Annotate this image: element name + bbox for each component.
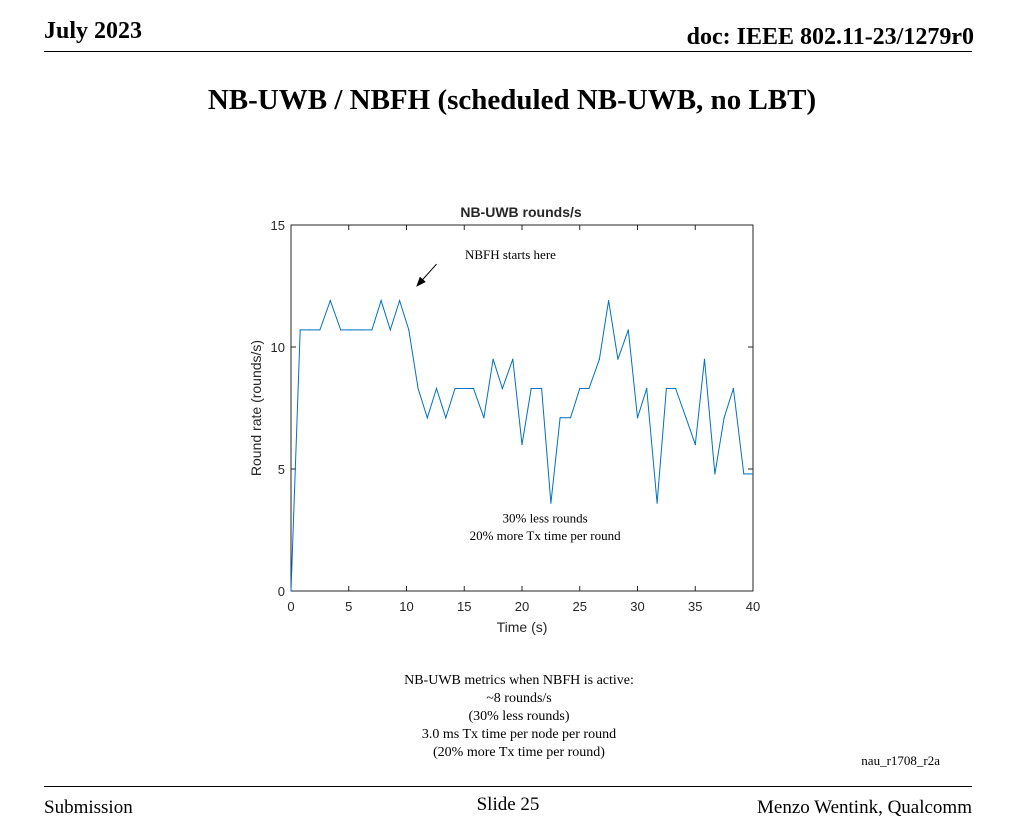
data-point xyxy=(694,444,696,446)
data-point xyxy=(454,387,456,390)
footer-submission: Submission xyxy=(44,797,133,818)
data-point xyxy=(569,417,572,419)
data-point xyxy=(636,417,639,419)
chart-annotation: 30% less rounds xyxy=(502,511,587,526)
chart-annotation: 20% more Tx time per round xyxy=(470,528,622,543)
x-tick-label: 0 xyxy=(287,599,294,614)
x-tick-label: 25 xyxy=(573,599,587,614)
data-point xyxy=(617,358,619,360)
header-date: July 2023 xyxy=(44,18,143,44)
data-point xyxy=(417,387,419,390)
data-point xyxy=(703,358,706,360)
data-point xyxy=(732,387,734,390)
data-point xyxy=(723,417,725,419)
y-axis-label: Round rate (rounds/s) xyxy=(248,340,264,476)
data-point xyxy=(492,358,494,360)
data-point xyxy=(408,329,410,331)
data-point xyxy=(435,387,438,390)
data-point xyxy=(714,473,716,475)
data-point xyxy=(541,387,543,390)
annotation-arrow xyxy=(416,263,437,287)
note-line: (30% less rounds) xyxy=(468,709,570,724)
data-point xyxy=(665,387,667,390)
data-point xyxy=(530,387,532,390)
data-point xyxy=(299,329,301,331)
x-tick-label: 35 xyxy=(688,599,702,614)
note-line: (20% more Tx time per round) xyxy=(433,745,605,760)
y-tick-label: 5 xyxy=(278,462,285,477)
footer-author: Menzo Wentink, Qualcomm xyxy=(757,797,972,818)
x-tick-label: 15 xyxy=(457,599,471,614)
data-point xyxy=(550,502,552,504)
note-line: 3.0 ms Tx time per node per round xyxy=(421,727,617,742)
data-point xyxy=(512,358,514,360)
chart-annotation: NBFH starts here xyxy=(465,247,556,262)
y-tick-label: 0 xyxy=(278,584,285,599)
chart-title: NB-UWB rounds/s xyxy=(460,204,582,220)
data-point xyxy=(608,300,610,302)
data-point xyxy=(472,387,475,390)
data-point xyxy=(588,387,590,390)
data-point xyxy=(319,329,321,331)
data-point xyxy=(290,590,292,592)
footer-slide-number: Slide 25 xyxy=(476,794,540,815)
figure-tag: nau_r1708_r2a xyxy=(861,753,940,768)
data-point xyxy=(579,387,581,390)
data-point xyxy=(685,417,687,419)
data-point xyxy=(360,329,363,331)
y-tick-label: 10 xyxy=(271,340,285,355)
data-point xyxy=(559,417,561,419)
x-tick-label: 30 xyxy=(630,599,644,614)
data-point xyxy=(627,329,629,331)
metrics-note: NB-UWB metrics when NBFH is active: ~8 r… xyxy=(362,672,676,762)
data-point xyxy=(350,329,352,331)
data-point xyxy=(675,387,677,390)
slide-title: NB-UWB / NBFH (scheduled NB-UWB, no LBT) xyxy=(207,84,817,116)
note-line: NB-UWB metrics when NBFH is active: xyxy=(404,673,634,688)
data-point xyxy=(752,473,754,475)
x-tick-label: 10 xyxy=(399,599,413,614)
x-axis-label: Time (s) xyxy=(497,619,548,635)
header-doc-id: doc: IEEE 802.11-23/1279r0 xyxy=(686,24,974,50)
data-point xyxy=(743,473,745,475)
data-point xyxy=(329,300,331,302)
note-line: ~8 rounds/s xyxy=(486,691,552,706)
x-tick-label: 40 xyxy=(746,599,760,614)
data-point xyxy=(426,417,428,419)
x-tick-label: 5 xyxy=(345,599,352,614)
y-axis: 0 5 10 15 xyxy=(271,218,753,599)
data-point xyxy=(445,417,447,419)
data-point xyxy=(371,329,373,331)
x-axis: 0 5 10 15 20 25 30 35 40 xyxy=(287,225,760,614)
data-point xyxy=(483,417,485,419)
footer-divider xyxy=(44,786,972,787)
data-point xyxy=(646,387,648,390)
y-tick-label: 15 xyxy=(271,218,285,233)
data-point xyxy=(501,387,503,390)
plot-area xyxy=(290,224,754,592)
data-point xyxy=(463,387,465,390)
data-point xyxy=(598,358,600,360)
data-point xyxy=(656,502,658,504)
data-point xyxy=(380,300,382,302)
data-point xyxy=(389,329,391,331)
data-point xyxy=(398,300,401,302)
header-divider xyxy=(44,51,972,52)
data-point xyxy=(308,329,311,331)
data-point xyxy=(521,444,523,446)
x-tick-label: 20 xyxy=(515,599,529,614)
data-point xyxy=(340,329,342,331)
